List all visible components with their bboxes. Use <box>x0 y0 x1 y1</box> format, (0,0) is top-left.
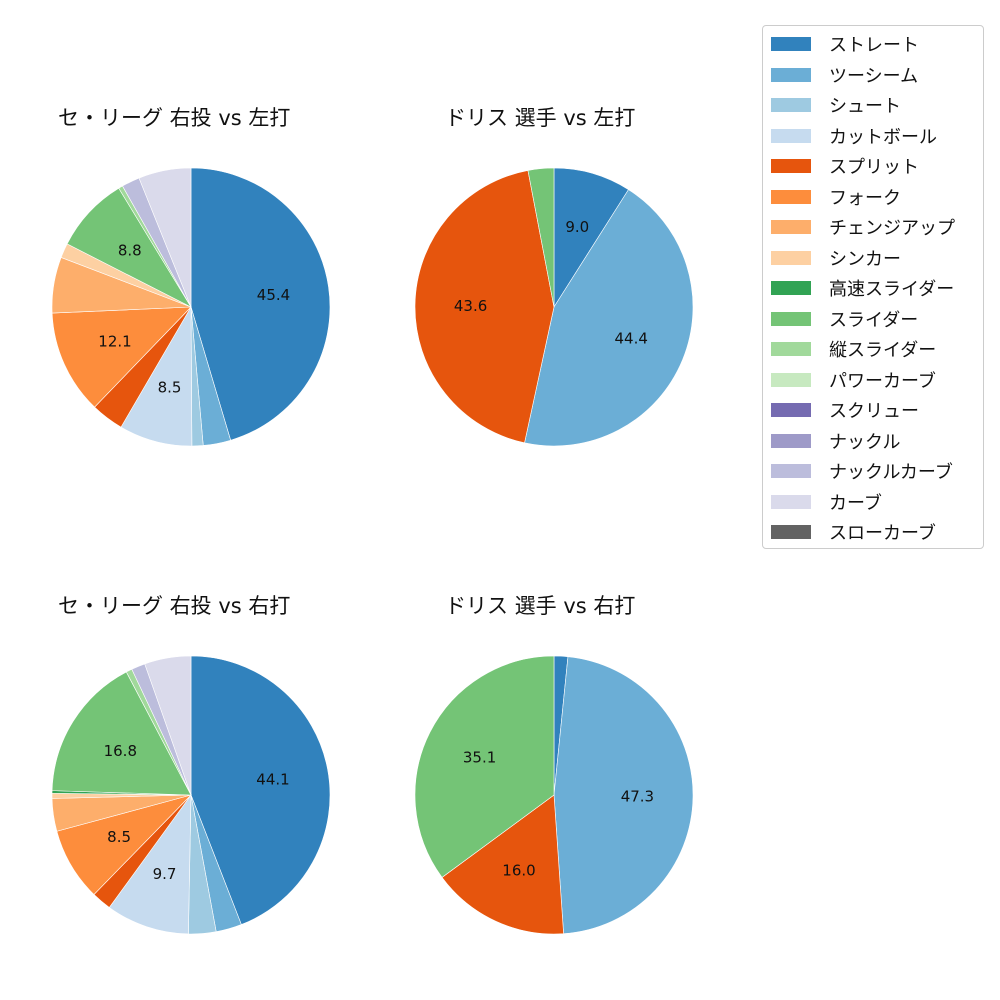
legend-label: フォーク <box>829 187 901 209</box>
legend-label: ナックルカーブ <box>829 462 953 483</box>
legend-item: フォーク <box>771 186 901 209</box>
pie-slice <box>108 794 192 935</box>
pie-slice-label: 12.1 <box>98 332 131 350</box>
legend-item: ストレート <box>771 33 919 56</box>
pie-slice-label: 43.6 <box>454 297 487 315</box>
legend-item: チェンジアップ <box>771 216 955 239</box>
legend-label: スクリュー <box>829 401 919 422</box>
pie-slice <box>51 306 192 408</box>
legend-label: パワーカーブ <box>829 370 936 392</box>
legend-item: パワーカーブ <box>771 369 936 392</box>
pie-slice <box>553 656 694 934</box>
chart-title-league-vs-right: セ・リーグ 右投 vs 右打 <box>58 594 291 618</box>
legend-item: 高速スライダー <box>771 277 955 300</box>
legend-swatch <box>771 220 811 234</box>
pie-slice <box>553 167 629 309</box>
legend-swatch <box>771 403 811 417</box>
pie-slice-label: 45.4 <box>257 286 290 304</box>
legend-swatch <box>771 159 811 173</box>
legend-label: カーブ <box>829 492 882 514</box>
pie-slice <box>190 655 331 925</box>
pie-slice <box>414 655 555 878</box>
pie-slice-label: 16.8 <box>104 742 137 760</box>
pie-slice-label: 9.0 <box>565 218 589 236</box>
legend-label: 縦スライダー <box>829 340 937 361</box>
pie-slice-label: 44.1 <box>256 771 289 789</box>
pie-slice <box>441 794 564 935</box>
legend-item: シンカー <box>771 247 901 270</box>
legend-label: チェンジアップ <box>829 218 955 239</box>
legend-swatch <box>771 281 811 295</box>
legend-item: カーブ <box>771 491 882 514</box>
legend-item: シュート <box>771 94 901 117</box>
legend-item: スライダー <box>771 308 919 331</box>
pie-slice-label: 16.0 <box>502 862 535 880</box>
legend-item: カットボール <box>771 125 937 148</box>
legend-swatch <box>771 189 811 204</box>
chart-title-doris-vs-right: ドリス 選手 vs 右打 <box>445 594 636 618</box>
legend-swatch <box>771 250 811 265</box>
legend-swatch <box>771 311 811 326</box>
legend-item: ナックル <box>771 430 901 453</box>
pie-slice-label: 44.4 <box>614 330 647 348</box>
legend-swatch <box>771 433 811 448</box>
pie-slice-label: 9.7 <box>153 865 177 883</box>
legend-item: 縦スライダー <box>771 338 937 361</box>
legend: ストレートツーシームシュートカットボール スプリットフォークチェンジアップ シンカー… <box>762 25 984 549</box>
legend-label: スプリット <box>829 157 919 178</box>
legend-swatch <box>771 525 811 539</box>
legend-item: スプリット <box>771 155 919 178</box>
legend-label: カットボール <box>829 126 937 148</box>
pie-slice <box>144 655 192 796</box>
legend-swatch <box>771 67 811 82</box>
legend-swatch <box>771 464 811 478</box>
legend-label: ツーシーム <box>829 65 919 87</box>
legend-label: シンカー <box>829 248 901 270</box>
pie-slice-label: 8.5 <box>107 828 131 846</box>
legend-item: スクリュー <box>771 399 919 422</box>
pie-slice-label: 8.8 <box>118 241 142 259</box>
legend-label: ナックル <box>829 431 901 453</box>
legend-label: ストレート <box>829 35 919 56</box>
legend-swatch <box>771 372 811 387</box>
legend-swatch <box>771 37 811 51</box>
legend-label: 高速スライダー <box>829 279 955 300</box>
chart-title-league-vs-left: セ・リーグ 右投 vs 左打 <box>58 106 291 130</box>
legend-swatch <box>771 128 811 143</box>
pie-slice <box>51 671 192 796</box>
legend-swatch <box>771 494 811 509</box>
legend-item: ナックルカーブ <box>771 460 953 483</box>
pie-slice-label: 35.1 <box>463 748 496 766</box>
pie-slice <box>414 170 555 444</box>
legend-swatch <box>771 98 811 112</box>
chart-title-doris-vs-left: ドリス 選手 vs 左打 <box>445 106 636 130</box>
legend-item: ツーシーム <box>771 64 919 87</box>
pie-slice-label: 47.3 <box>621 787 654 805</box>
legend-label: シュート <box>829 96 901 117</box>
legend-label: スローカーブ <box>829 523 936 544</box>
pie-slice <box>524 189 694 447</box>
pie-slice <box>527 167 555 308</box>
pie-slice <box>138 167 192 308</box>
legend-label: スライダー <box>829 309 919 331</box>
pie-slice-label: 8.5 <box>158 379 182 397</box>
legend-swatch <box>771 342 811 356</box>
legend-item: スローカーブ <box>771 521 936 544</box>
pie-slice <box>190 167 331 441</box>
